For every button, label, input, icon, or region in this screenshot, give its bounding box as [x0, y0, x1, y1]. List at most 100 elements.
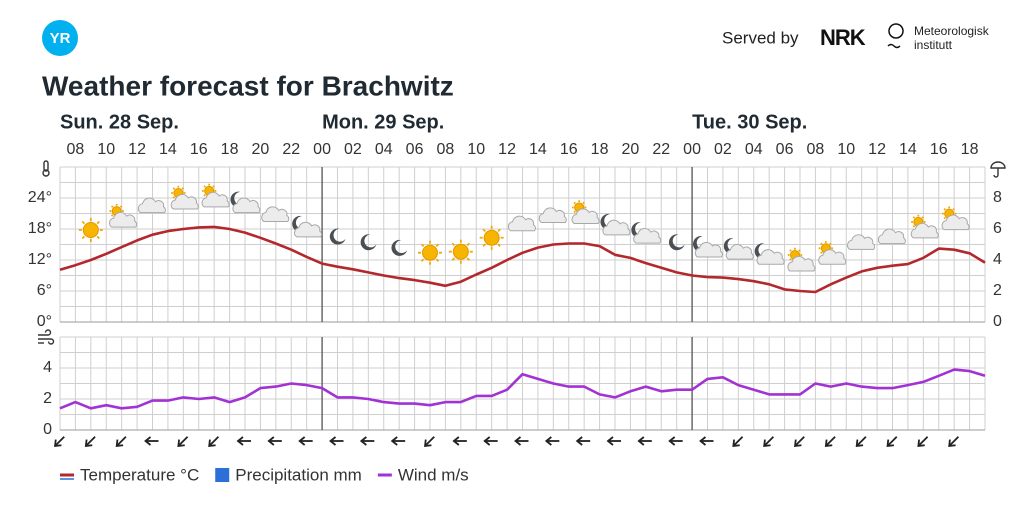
wind-arrow-head — [794, 439, 802, 447]
weather-icon — [910, 214, 939, 239]
cloud — [941, 214, 970, 231]
cloud — [261, 206, 290, 222]
x-tick-label: 14 — [529, 141, 547, 158]
y-tick-label: 0 — [43, 421, 52, 438]
met-logo-wave — [887, 43, 901, 49]
weather-icon — [261, 206, 290, 222]
cloud — [633, 228, 662, 244]
cloud — [571, 208, 600, 224]
x-tick-label: 00 — [313, 141, 331, 158]
moon — [391, 239, 408, 256]
wind-arrow-shaft — [733, 436, 744, 446]
wind-arrow-head — [84, 439, 93, 447]
sun-ray — [573, 201, 576, 205]
wind-arrow-head — [948, 439, 956, 447]
weather-icon — [391, 239, 408, 256]
wind-arrow — [390, 436, 406, 446]
wind-arrow-shaft — [209, 436, 220, 446]
weather-icon — [847, 234, 876, 250]
x-tick-label: 16 — [190, 141, 208, 158]
wind-arrow-head — [637, 436, 645, 446]
wind-arrow-shaft — [856, 436, 867, 446]
weather-icon — [787, 247, 816, 272]
wind-arrow-head — [452, 436, 460, 446]
cloud — [787, 255, 816, 272]
thermometer-icon — [42, 160, 50, 177]
wind-arrow-head — [236, 436, 244, 446]
sun-ray — [482, 243, 486, 247]
wind-arrow-head — [115, 439, 124, 447]
x-tick-label: 08 — [67, 141, 85, 158]
sun-ray — [110, 214, 114, 217]
wind-arrow — [886, 436, 898, 447]
weather-icon — [818, 241, 847, 265]
wind-arrow — [144, 436, 159, 446]
title: Weather forecast for Brachwitz — [42, 70, 454, 101]
wind-arrow-head — [824, 439, 833, 447]
wind-arrow-shaft — [949, 436, 960, 446]
sun-ray — [110, 205, 114, 208]
sun-ray — [952, 207, 955, 211]
wind-arrow-head — [329, 436, 337, 446]
sun-ray — [203, 185, 206, 188]
nrk-logo: NRK — [820, 25, 866, 50]
sun-ray — [943, 207, 946, 211]
weather-icon — [230, 191, 261, 214]
wind-arrow — [452, 436, 467, 446]
x-tick-label: 02 — [714, 141, 732, 158]
day-label: Mon. 29 Sep. — [322, 111, 444, 133]
wind-arrow-head — [606, 436, 614, 446]
x-tick-label: 18 — [591, 141, 609, 158]
x-tick-label: 06 — [406, 141, 424, 158]
wind-arrow-head — [359, 436, 367, 446]
wind-arrow — [84, 436, 96, 447]
weather-icon — [109, 203, 138, 228]
x-tick-label: 22 — [282, 141, 300, 158]
cloud — [725, 244, 754, 260]
x-tick-label: 10 — [467, 141, 485, 158]
legend-label: Wind m/s — [398, 465, 469, 484]
day-label: Sun. 28 Sep. — [60, 111, 179, 133]
y-tick-label: 18° — [28, 220, 52, 237]
wind-icon — [38, 329, 55, 345]
moon-small — [631, 222, 648, 239]
logo-circle — [42, 20, 78, 56]
wind-arrow-head — [514, 436, 522, 446]
logo: YR — [50, 30, 71, 47]
umbrella-icon — [990, 161, 1006, 178]
y2-tick-label: 0 — [993, 313, 1002, 330]
x-tick-label: 08 — [807, 141, 825, 158]
sun — [483, 229, 500, 246]
wind-arrow-head — [855, 439, 864, 447]
weather-icon — [170, 185, 199, 210]
wind-arrow — [575, 436, 591, 446]
weather-icon — [329, 228, 346, 245]
series-line — [59, 225, 986, 294]
sun-ray — [451, 242, 456, 246]
y-tick-label: 4 — [43, 359, 52, 376]
sun-ray — [482, 228, 486, 233]
wind-arrow — [668, 436, 683, 446]
wind-arrow — [483, 436, 498, 446]
wind-arrow-head — [390, 436, 398, 446]
sun-ray — [181, 187, 185, 190]
day-label: Tue. 30 Sep. — [692, 111, 807, 133]
wind-arrow — [606, 436, 621, 446]
x-tick-label: 18 — [961, 141, 979, 158]
wind-arrow — [794, 436, 805, 447]
wind-arrow — [544, 436, 560, 446]
weather-icon — [448, 239, 473, 264]
moon — [668, 234, 685, 251]
x-tick-label: 20 — [622, 141, 640, 158]
weather-icon — [201, 183, 230, 208]
wind-arrow — [514, 436, 529, 446]
moon-small — [292, 215, 308, 232]
weather-icon — [571, 200, 600, 224]
sun-ray — [212, 185, 215, 188]
wind-arrow-head — [483, 436, 491, 446]
cloud — [170, 193, 199, 210]
sun-ray — [96, 235, 100, 240]
cloud — [847, 234, 876, 250]
x-tick-label: 10 — [97, 141, 115, 158]
x-tick-label: 14 — [899, 141, 917, 158]
